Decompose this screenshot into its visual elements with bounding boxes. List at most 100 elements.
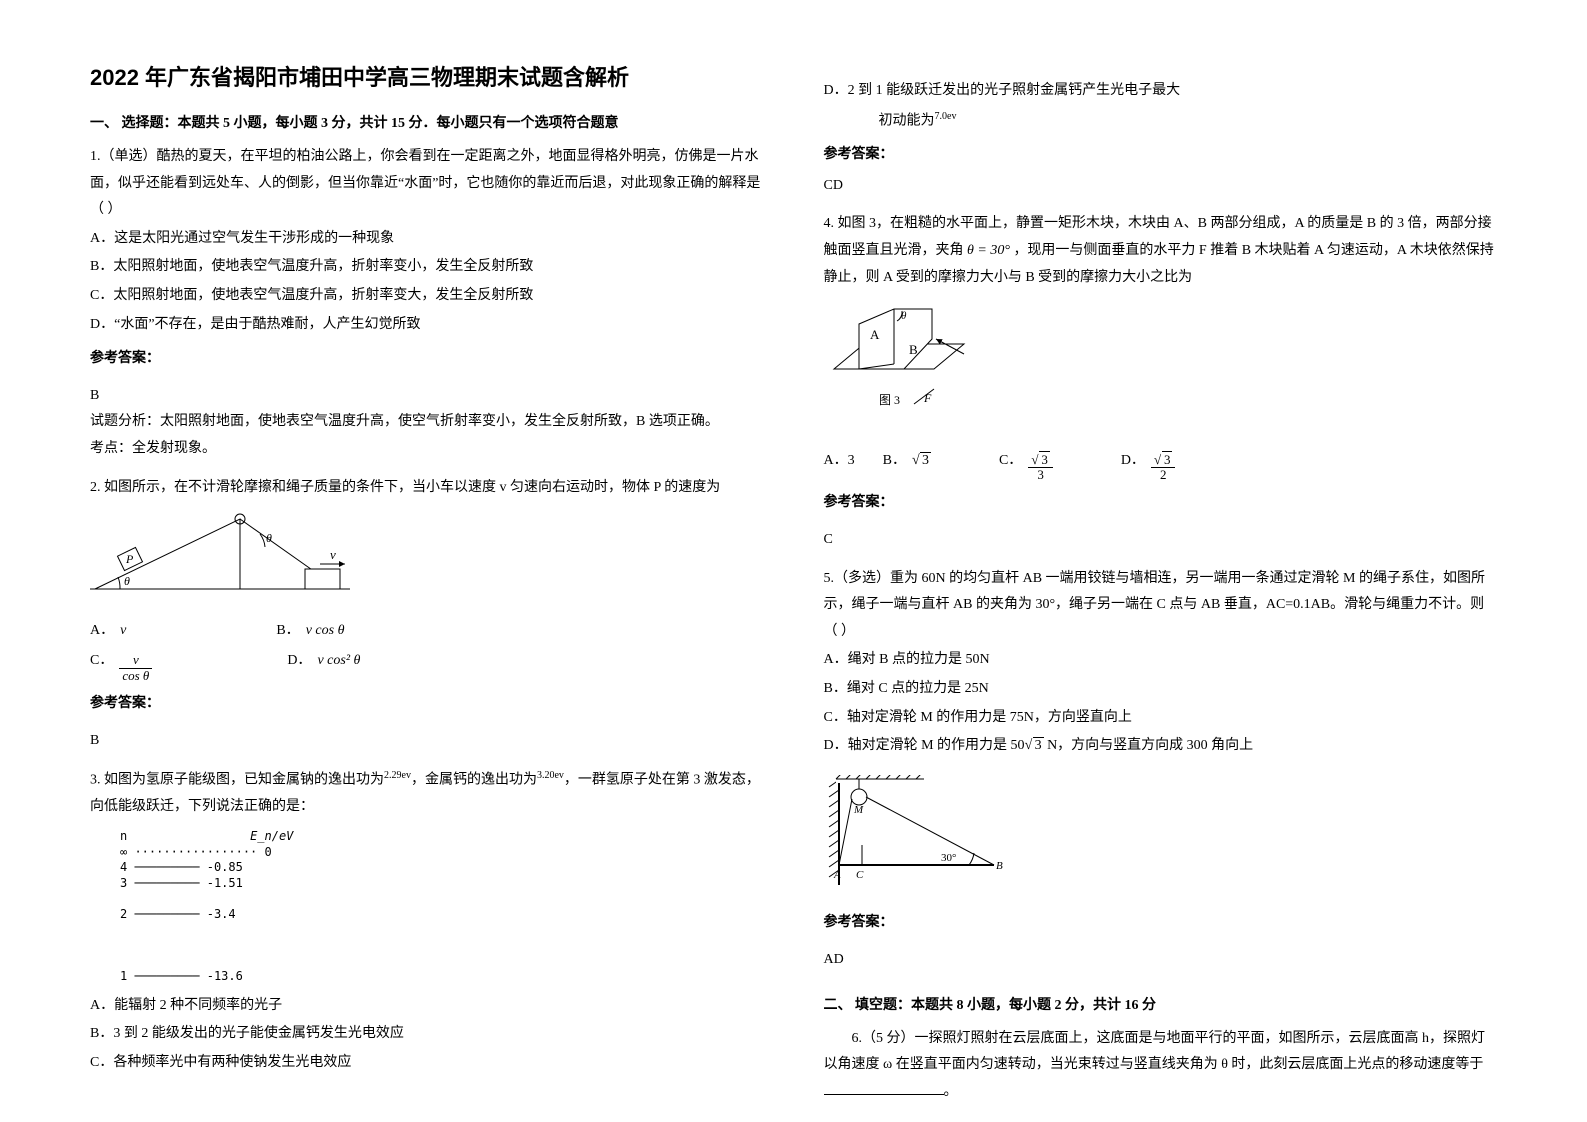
q4-b-tag: B． <box>883 448 906 475</box>
q2-opts-row2: C． v cos θ D． v cos² θ <box>90 648 764 683</box>
q4-c-num-v: 3 <box>1039 451 1050 467</box>
q4-c-num: 3 <box>1028 453 1053 468</box>
q4-theta-val: θ = 30° <box>967 243 1010 258</box>
q3-ans: CD <box>824 173 1498 200</box>
q4-b-val: 3 <box>920 452 931 468</box>
q5-d-a: D．轴对定滑轮 M 的作用力是 50 <box>824 738 1025 753</box>
q6-end: 。 <box>944 1084 958 1099</box>
q2-d-val: v cos² θ <box>317 648 360 675</box>
q2-opt-c: C． v cos θ <box>90 648 152 683</box>
q4-A-label: A <box>870 327 880 342</box>
question-5: 5.（多选）重为 60N 的均匀直杆 AB 一端用铰链与墙相连，另一端用一条通过… <box>824 566 1498 974</box>
q2-ans-head: 参考答案： <box>90 691 764 718</box>
q3-d2-a: 初动能为 <box>879 113 935 128</box>
q1-opt-b: B．太阳照射地面，使地表空气温度升高，折射率变小，发生全反射所致 <box>90 254 764 281</box>
q4-ans: C <box>824 527 1498 554</box>
q2-c-num: v <box>119 653 152 668</box>
q2-b-tag: B． <box>276 618 299 645</box>
q4-c-frac: 3 3 <box>1028 453 1053 483</box>
q1-explain2: 考点：全发射现象。 <box>90 436 764 463</box>
q3-stem: 3. 如图为氢原子能级图，已知金属钠的逸出功为2.29ev，金属钙的逸出功为3.… <box>90 766 764 821</box>
q5-opt-b: B．绳对 C 点的拉力是 25N <box>824 676 1498 703</box>
q3-w2: 3.20ev <box>537 770 564 781</box>
el-he: E_n/eV <box>250 829 293 843</box>
q3-opt-a: A．能辐射 2 种不同频率的光子 <box>90 993 764 1020</box>
q2-stem: 2. 如图所示，在不计滑轮摩擦和绳子质量的条件下，当小车以速度 v 匀速向右运动… <box>90 475 764 502</box>
q3-options: A．能辐射 2 种不同频率的光子 B．3 到 2 能级发出的光子能使金属钙发生光… <box>90 993 764 1077</box>
q4-c-tag: C． <box>999 448 1022 475</box>
question-6: 6.（5 分）一探照灯照射在云层底面上，这底面是与地面平行的平面，如图所示，云层… <box>824 1026 1498 1106</box>
left-column: 2022 年广东省揭阳市埔田中学高三物理期末试题含解析 一、 选择题：本题共 5… <box>90 60 764 1062</box>
q1-ans-head: 参考答案： <box>90 346 764 373</box>
el-n4: 4 <box>120 860 127 874</box>
q2-P-label: P <box>125 552 134 566</box>
q5-stem: 5.（多选）重为 60N 的均匀直杆 AB 一端用铰链与墙相连，另一端用一条通过… <box>824 566 1498 646</box>
q6-stem: 6.（5 分）一探照灯照射在云层底面上，这底面是与地面平行的平面，如图所示，云层… <box>824 1031 1486 1073</box>
q2-theta2-label: θ <box>266 531 272 545</box>
section-fill-head: 二、 填空题：本题共 8 小题，每小题 2 分，共计 16 分 <box>824 994 1498 1014</box>
q4-d-frac: 3 2 <box>1151 453 1176 483</box>
q5-d-rad: 3 <box>1033 737 1044 753</box>
q5-opt-d: D．轴对定滑轮 M 的作用力是 50 3 N，方向与竖直方向成 300 角向上 <box>824 733 1498 760</box>
el-n2: 2 <box>120 907 127 921</box>
q4-d-num: 3 <box>1151 453 1176 468</box>
q4-diagram: A B θ F 图 3 <box>824 299 1498 440</box>
doc-title: 2022 年广东省揭阳市埔田中学高三物理期末试题含解析 <box>90 60 764 92</box>
q3-opt-b: B．3 到 2 能级发出的光子能使金属钙发生光电效应 <box>90 1021 764 1048</box>
question-3: 3. 如图为氢原子能级图，已知金属钠的逸出功为2.29ev，金属钙的逸出功为3.… <box>90 766 764 1077</box>
q1-stem: 1.（单选）酷热的夏天，在平坦的柏油公路上，你会看到在一定距离之外，地面显得格外… <box>90 144 764 224</box>
q3-opt-d2: 初动能为7.0ev <box>824 107 1498 135</box>
q3-stem-b: ，金属钙的逸出功为 <box>411 773 537 788</box>
q2-diagram: θ P θ v <box>90 509 764 610</box>
q4-d-den: 2 <box>1151 468 1176 482</box>
q2-ans: B <box>90 728 764 755</box>
q5-B-label: B <box>996 860 1003 872</box>
q2-v-label: v <box>330 547 336 562</box>
el-inf: ∞ <box>120 845 127 859</box>
q5-ans: AD <box>824 947 1498 974</box>
q5-options: A．绳对 B 点的拉力是 50N B．绳对 C 点的拉力是 25N C．轴对定滑… <box>824 647 1498 759</box>
q2-b-val: v cos θ <box>306 618 345 645</box>
q4-stem: 4. 如图 3，在粗糙的水平面上，静置一矩形木块，木块由 A、B 两部分组成，A… <box>824 211 1498 291</box>
q3-ans-head: 参考答案： <box>824 143 1498 163</box>
q4-opt-a: A．3 <box>824 448 855 475</box>
q3-w1: 2.29ev <box>384 770 411 781</box>
el-n1: 1 <box>120 969 127 983</box>
q5-opt-c: C．轴对定滑轮 M 的作用力是 75N，方向竖直向上 <box>824 705 1498 732</box>
q4-B-label: B <box>909 342 918 357</box>
q1-opt-d: D．“水面”不存在，是由于酷热难耐，人产生幻觉所致 <box>90 312 764 339</box>
q2-c-frac: v cos θ <box>119 653 152 683</box>
q4-F-label: F <box>923 391 932 405</box>
el-e1: -13.6 <box>207 969 243 983</box>
q4-d-num-v: 3 <box>1162 451 1173 467</box>
question-4: 4. 如图 3，在粗糙的水平面上，静置一矩形木块，木块由 A、B 两部分组成，A… <box>824 211 1498 553</box>
q5-d-b: N，方向与竖直方向成 300 角向上 <box>1044 738 1254 753</box>
q4-opt-c: C． 3 3 <box>999 448 1053 483</box>
q2-d-tag: D． <box>287 648 311 675</box>
q1-opt-a: A．这是太阳光通过空气发生干涉形成的一种现象 <box>90 226 764 253</box>
q5-C-label: C <box>856 869 864 881</box>
q2-opt-a: A． v <box>90 618 126 645</box>
q2-c-tag: C． <box>90 648 113 675</box>
q2-a-val: v <box>120 618 126 645</box>
q5-opt-a: A．绳对 B 点的拉力是 50N <box>824 647 1498 674</box>
q5-ans-head: 参考答案： <box>824 910 1498 937</box>
q5-30-label: 30° <box>941 852 956 864</box>
q1-options: A．这是太阳光通过空气发生干涉形成的一种现象 B．太阳照射地面，使地表空气温度升… <box>90 226 764 338</box>
q1-ans: B <box>90 383 764 410</box>
el-e3: -1.51 <box>207 876 243 890</box>
q4-c-den: 3 <box>1028 468 1053 482</box>
right-column: D．2 到 1 能级跃迁发出的光子照射金属钙产生光电子最大 初动能为7.0ev … <box>824 60 1498 1062</box>
q2-opts-row1: A． v B． v cos θ <box>90 618 764 645</box>
q4-a: A．3 <box>824 448 855 475</box>
q3-d2-b: 7.0ev <box>935 111 957 122</box>
q4-opt-d: D． 3 2 <box>1121 448 1176 483</box>
q3-energy-diagram: n E_n/eV ∞ ················· 0 4 ───────… <box>90 829 764 985</box>
el-e2: -3.4 <box>207 907 236 921</box>
section-mc-head: 一、 选择题：本题共 5 小题，每小题 3 分，共计 15 分．每小题只有一个选… <box>90 112 764 132</box>
q2-opt-d: D． v cos² θ <box>287 648 360 675</box>
q5-A-label: A <box>833 869 841 881</box>
el-e0: 0 <box>265 845 272 859</box>
q2-a-tag: A． <box>90 618 114 645</box>
question-1: 1.（单选）酷热的夏天，在平坦的柏油公路上，你会看到在一定距离之外，地面显得格外… <box>90 144 764 463</box>
